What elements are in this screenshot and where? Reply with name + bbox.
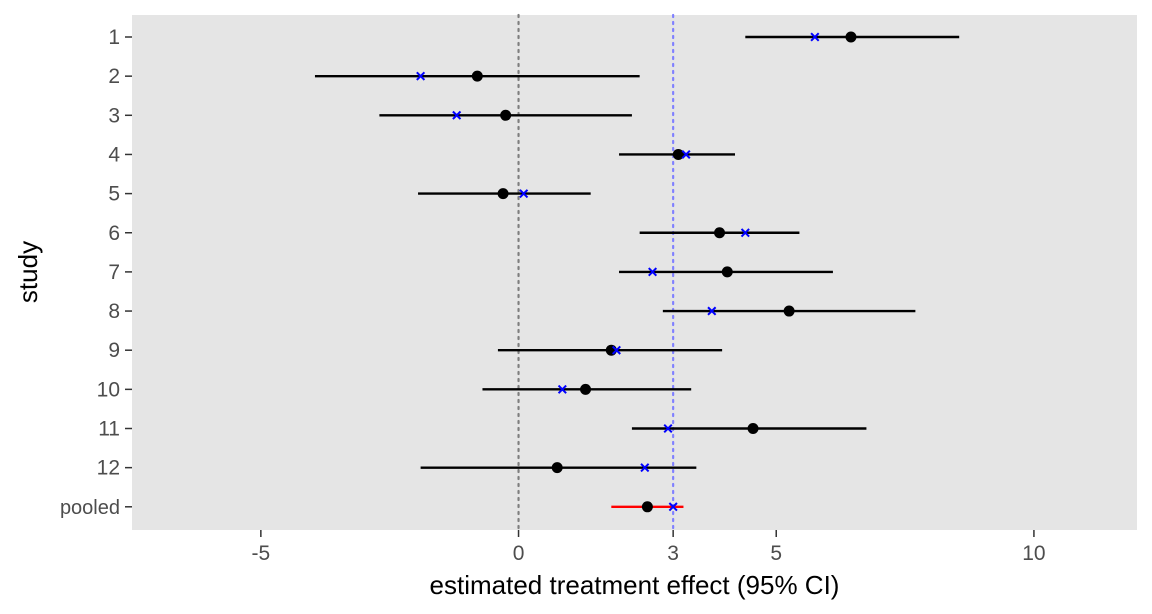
- x-axis-title: estimated treatment effect (95% CI): [430, 570, 840, 600]
- x-tick-label: -5: [252, 542, 271, 565]
- x-tick-label: 0: [513, 542, 525, 565]
- y-tick-label-7: 7: [108, 261, 120, 284]
- y-tick-label-6: 6: [108, 222, 120, 245]
- shrunken-marker-11: [663, 423, 673, 434]
- estimate-point-12: [551, 462, 563, 474]
- shrunken-marker-7: [648, 267, 658, 277]
- y-tick-label-9: 9: [108, 339, 120, 362]
- cross-stroke: [557, 384, 567, 394]
- cross-stroke: [416, 71, 426, 81]
- estimate-point-5: [497, 188, 509, 200]
- estimate-point-1: [845, 31, 857, 43]
- cross-stroke: [452, 110, 462, 120]
- shrunken-marker-4: [681, 149, 691, 159]
- y-axis-title: study: [13, 241, 43, 303]
- y-tick-label-1: 1: [108, 26, 120, 49]
- y-tick-label-11: 11: [98, 418, 120, 441]
- reference-lines: [517, 13, 675, 532]
- shrunken-estimates: [416, 32, 820, 512]
- estimate-point-2: [471, 70, 483, 82]
- cross-stroke: [519, 189, 529, 199]
- estimate-point-pooled: [641, 501, 653, 513]
- estimate-point-6: [714, 227, 726, 239]
- cross-stroke: [611, 345, 621, 355]
- y-tick-label-10: 10: [97, 378, 120, 401]
- y-tick-label-3: 3: [108, 104, 120, 127]
- shrunken-marker-6: [740, 228, 750, 238]
- cross-stroke: [681, 149, 691, 159]
- cross-stroke: [740, 228, 750, 238]
- shrunken-marker-2: [416, 71, 426, 81]
- cross-stroke: [810, 32, 820, 42]
- estimate-point-11: [747, 423, 759, 434]
- y-tick-label-5: 5: [108, 183, 120, 206]
- y-tick-label-8: 8: [108, 300, 120, 323]
- x-tick-label: 10: [1022, 542, 1045, 565]
- y-tick-label-4: 4: [108, 143, 120, 166]
- shrunken-marker-1: [810, 32, 820, 42]
- cross-stroke: [663, 423, 673, 434]
- cross-stroke: [707, 306, 717, 316]
- estimate-point-8: [783, 305, 795, 317]
- y-tick-label-12: 12: [97, 457, 120, 480]
- estimate-point-3: [500, 109, 512, 121]
- shrunken-marker-pooled: [668, 502, 678, 512]
- shrunken-marker-8: [707, 306, 717, 316]
- estimate-point-10: [580, 383, 592, 395]
- y-tick-label-pooled: pooled: [60, 497, 120, 519]
- shrunken-marker-3: [452, 110, 462, 120]
- cross-stroke: [648, 267, 658, 277]
- x-axis: -5 0 3 5 10: [252, 530, 1046, 565]
- estimate-point-4: [672, 148, 684, 160]
- shrunken-marker-10: [557, 384, 567, 394]
- estimate-points: [471, 31, 857, 513]
- y-tick-label-2: 2: [108, 65, 120, 88]
- shrunken-marker-5: [519, 189, 529, 199]
- shrunken-marker-9: [611, 345, 621, 355]
- x-tick-label: 5: [770, 542, 782, 565]
- estimate-point-7: [721, 266, 733, 278]
- cross-stroke: [668, 502, 678, 512]
- cross-stroke: [640, 463, 650, 473]
- shrunken-marker-12: [640, 463, 650, 473]
- x-tick-label: 3: [667, 542, 679, 565]
